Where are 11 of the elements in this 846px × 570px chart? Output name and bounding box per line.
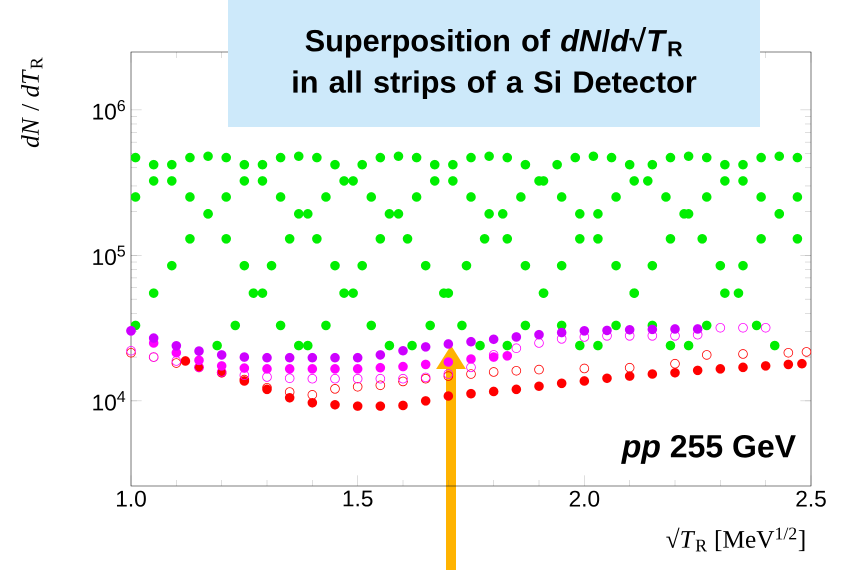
x-tick-label: 1.0 bbox=[116, 490, 146, 507]
chart-title: Superposition of dN/d√T$_{R}$ in all strips of a Si Detector bbox=[293, 27, 696, 99]
y-tick-label: 10$^{5}$ bbox=[93, 246, 125, 266]
x-tick-label: 2.0 bbox=[570, 490, 600, 507]
y-axis-title: dN / dT$_{R}$ bbox=[21, 57, 42, 148]
y-tick-label: 10$^{6}$ bbox=[93, 100, 125, 120]
x-axis-title: √T$_{R}$ [MeV$^{1/2}$] bbox=[666, 528, 804, 552]
y-tick-label: 10$^{4}$ bbox=[93, 391, 126, 411]
x-tick-label: 1.5 bbox=[344, 490, 372, 507]
x-tick-label: 2.5 bbox=[796, 490, 826, 507]
annotation: pp 255 GeV bbox=[621, 434, 796, 464]
